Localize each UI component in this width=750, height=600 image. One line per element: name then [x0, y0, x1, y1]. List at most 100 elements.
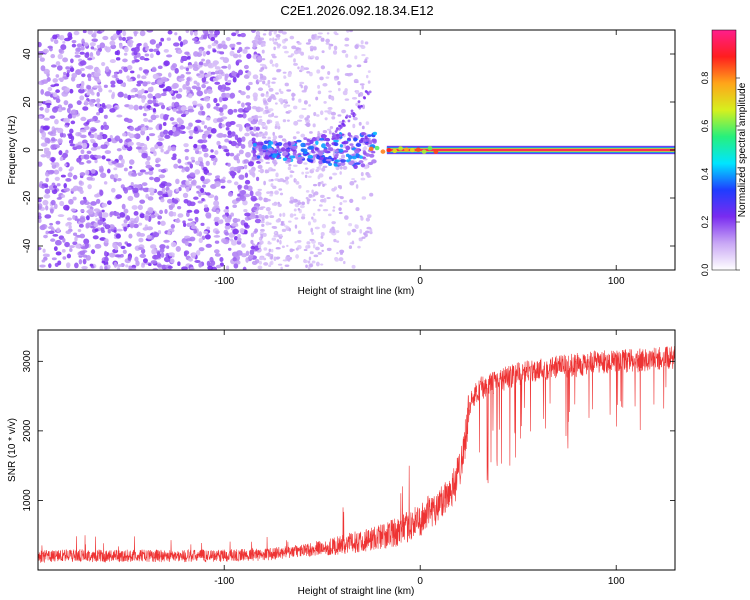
spectrogram-cell [57, 260, 62, 266]
spectrogram-cell [160, 104, 166, 110]
spectrogram-cell [250, 232, 255, 238]
spectrogram-cell [222, 216, 227, 220]
spectrogram-cell [278, 30, 284, 34]
spectrogram-cell [268, 147, 273, 152]
spectrogram-cell [348, 223, 353, 227]
spectrogram-cell [344, 215, 349, 220]
spectrogram-cell [295, 180, 300, 185]
spectrogram-cell [47, 86, 53, 92]
spectrogram-cell [317, 208, 321, 212]
spectrogram-cell [96, 134, 103, 140]
spectrogram-cell [266, 191, 271, 194]
spectrogram-cell [96, 102, 100, 109]
spectrogram-cell [272, 141, 277, 145]
spectrogram-cell [293, 58, 296, 63]
spectrogram-cell [282, 212, 286, 217]
spectrogram-cell [344, 73, 350, 76]
spectrogram-cell [244, 229, 248, 235]
spectrogram-cell [93, 72, 101, 78]
spectrogram-cell [68, 133, 73, 140]
spectrogram-cell [123, 93, 128, 99]
spectrogram-cell [86, 150, 92, 155]
spectrogram-cell [58, 150, 63, 156]
spectrogram-cell [214, 66, 221, 70]
spectrogram-cell [120, 83, 126, 87]
spectrogram-cell [202, 50, 207, 57]
spectrogram-cell [262, 144, 268, 150]
carrier-line-band [386, 149, 675, 151]
spectrogram-cell [152, 254, 159, 260]
spectrogram-cell [364, 41, 369, 45]
spectrogram-cell [72, 241, 78, 246]
spectrogram-cell [146, 226, 154, 231]
spectrogram-cell [260, 67, 265, 70]
spectrogram-cell [114, 50, 119, 56]
spectrogram-cell [336, 68, 340, 73]
spectrogram-cell [251, 137, 256, 142]
spectrogram-cell [222, 44, 228, 50]
spectrogram-cell [332, 206, 336, 209]
spectrogram-cell [277, 203, 282, 208]
spectrogram-cell [203, 89, 208, 95]
spectrogram-cell [152, 231, 160, 238]
spectrogram-cell [71, 39, 77, 44]
spectrogram-cell [267, 85, 271, 88]
spectrogram-cell [339, 126, 343, 129]
spectrogram-cell [102, 212, 109, 218]
spectrogram-cell [46, 153, 51, 159]
spectrogram-cell [109, 40, 116, 46]
spectrogram-cell [76, 100, 82, 106]
spectrogram-cell [347, 132, 351, 137]
snr-x-tick-label: 0 [417, 576, 423, 587]
spectrogram-cell [178, 78, 185, 82]
spectrogram-cell [155, 50, 161, 56]
spectrogram-cell [207, 134, 212, 139]
spectrogram-cell [255, 126, 260, 131]
spectrogram-cell [74, 236, 78, 242]
spectrogram-cell [183, 143, 189, 148]
spectrogram-cell [193, 196, 199, 200]
spectrogram-cell [255, 210, 259, 215]
spectrogram-cell [273, 115, 279, 118]
spectrogram-cell [359, 155, 363, 159]
spectrogram-cell [40, 88, 45, 95]
spectrogram-cell [45, 205, 49, 211]
spectrogram-cell [101, 209, 105, 213]
spectrogram-cell [223, 148, 230, 153]
spectrogram-cell [248, 81, 253, 86]
spectrogram-cell [189, 201, 196, 207]
spectrogram-cell [219, 257, 224, 263]
spectrogram-cell [310, 48, 314, 52]
spectrogram-cell [273, 163, 277, 167]
spectrogram-cell [232, 204, 237, 208]
spectrogram-cell [122, 58, 128, 63]
spectrogram-cell [342, 90, 348, 96]
spectrogram-cell [332, 209, 336, 212]
spectrogram-cell [66, 69, 71, 74]
spectrogram-cell [270, 255, 273, 260]
spectrogram-cell [263, 100, 268, 104]
spectrogram-cell [121, 158, 125, 165]
spectrogram-cell [149, 39, 156, 45]
spectrogram-cell [166, 37, 171, 41]
spectrogram-cell [40, 142, 48, 147]
spectrogram-cell [135, 146, 143, 150]
spectrogram-cell [322, 82, 328, 87]
spectrogram-cell [294, 241, 297, 244]
spectrogram-cell [116, 177, 122, 182]
spectrogram-cell [150, 260, 158, 265]
spectrogram-cell [324, 117, 328, 121]
spectrogram-cell [58, 166, 63, 172]
spectrogram-cell [340, 108, 346, 114]
spectrogram-cell [69, 67, 75, 73]
spectrogram-cell [59, 34, 65, 41]
spectrogram-cell [193, 80, 198, 85]
spectrogram-cell [78, 180, 83, 185]
spectrogram-cell [89, 133, 95, 139]
spectrogram-cell [170, 146, 177, 152]
spectrogram-cell [65, 178, 72, 182]
spectrogram-y-label: Frequency (Hz) [7, 116, 18, 185]
spectrogram-cell [268, 87, 274, 92]
colorbar-label: Normalized spectral amplitude [737, 82, 748, 217]
spectrogram-cell [123, 66, 129, 73]
